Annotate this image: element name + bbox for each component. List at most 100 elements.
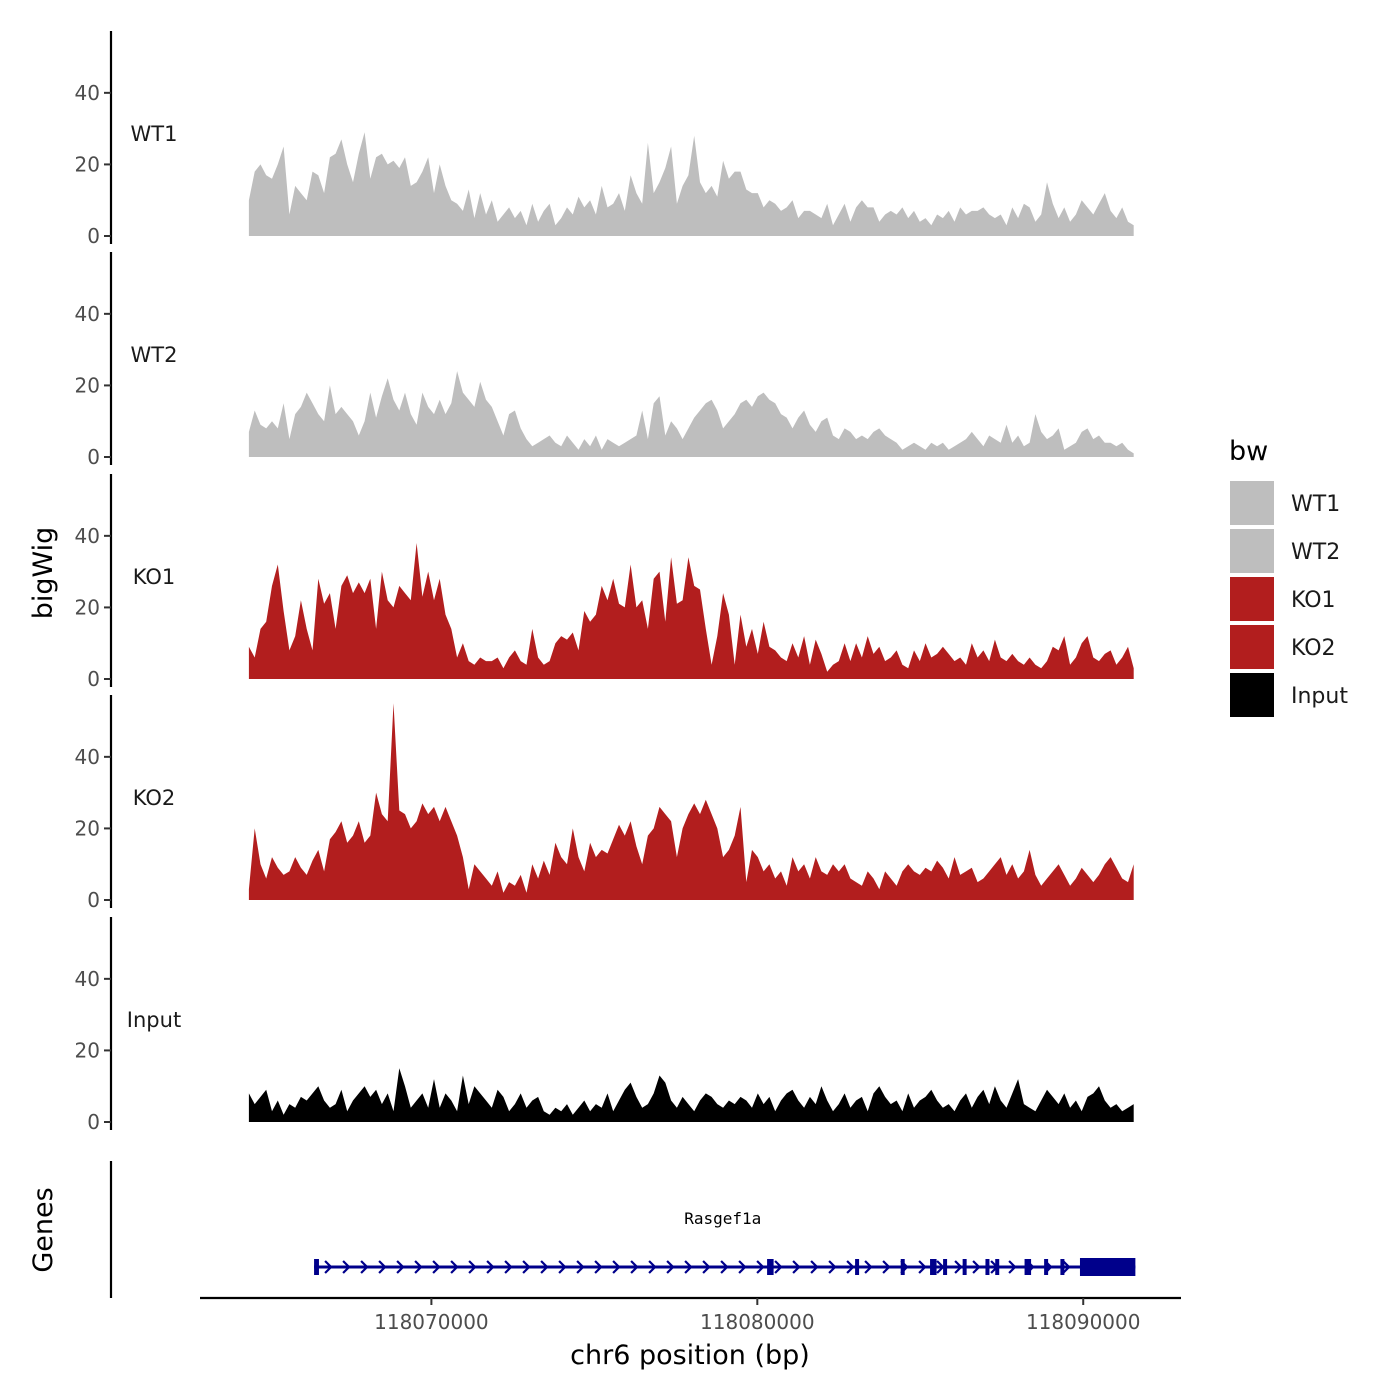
strand-arrow [594,1260,603,1274]
strand-arrow [954,1260,963,1274]
x-tick-label: 118090000 [1026,1310,1141,1334]
strand-arrow [486,1260,495,1274]
genes-axis-title: Genes [28,1187,59,1272]
signal-area [248,703,1134,900]
strand-arrow [936,1260,945,1274]
strand-arrow [882,1260,891,1274]
strand-arrow [378,1260,387,1274]
signal-area [248,1068,1134,1122]
x-tick-label: 118070000 [374,1310,489,1334]
track-label: KO1 [133,565,176,589]
strand-arrow [648,1260,657,1274]
track-label: KO2 [133,786,176,810]
y-axis-title: bigWig [28,527,59,620]
strand-arrow [1008,1260,1017,1274]
strand-arrow [810,1260,819,1274]
legend-title: bw [1229,436,1268,467]
track-label: Input [127,1008,181,1032]
strand-arrow [540,1260,549,1274]
legend-label: WT2 [1291,540,1340,565]
strand-arrow [1062,1260,1071,1274]
y-tick-label: 20 [75,152,100,176]
strand-arrow [774,1260,783,1274]
strand-arrow [324,1260,333,1274]
y-tick-label: 20 [75,816,100,840]
strand-arrow [738,1260,747,1274]
y-tick-label: 40 [75,967,100,991]
strand-arrow [468,1260,477,1274]
gene-exon [943,1259,948,1275]
y-tick-label: 0 [87,445,100,469]
gene-exon [1079,1258,1136,1276]
strand-arrow [918,1260,927,1274]
strand-arrow [612,1260,621,1274]
legend-swatch [1230,481,1274,525]
strand-arrow [846,1260,855,1274]
y-tick-label: 0 [87,667,100,691]
strand-arrow [576,1260,585,1274]
strand-arrow [558,1260,567,1274]
y-tick-label: 0 [87,888,100,912]
y-tick-label: 0 [87,1110,100,1134]
legend-swatch [1230,529,1274,573]
track-label: WT1 [131,122,178,146]
legend-swatch [1230,673,1274,717]
signal-tracks: 0 20 40 WT1 0 20 40 WT2 0 20 40 KO1 0 20 40 KO2 0 20 40 Inp… [75,31,1134,1134]
strand-arrow [504,1260,513,1274]
strand-arrow [684,1260,693,1274]
strand-arrow [702,1260,711,1274]
strand-arrow [828,1260,837,1274]
y-tick-label: 40 [75,745,100,769]
gene-exon [962,1259,967,1275]
legend-swatch [1230,625,1274,669]
strand-arrow [450,1260,459,1274]
strand-arrow [414,1260,423,1274]
gene-exon [985,1259,990,1275]
gene-exon [1060,1259,1065,1275]
y-tick-label: 0 [87,224,100,248]
track-ko2: 0 20 40 KO2 [75,695,1134,912]
gene-track: Rasgef1a [109,1161,1136,1298]
gene-exon [855,1259,860,1275]
gene-exon [1044,1259,1049,1275]
signal-area [248,132,1134,236]
legend: bw WT1 WT2 KO1 KO2 Input [1229,436,1348,717]
y-tick-label: 40 [75,524,100,548]
x-axis-title: chr6 position (bp) [570,1340,810,1371]
gene-exon [767,1259,774,1275]
legend-label: Input [1291,684,1348,709]
y-tick-label: 40 [75,81,100,105]
strand-arrow [360,1260,369,1274]
strand-arrow [342,1260,351,1274]
gene-exon [900,1259,905,1275]
strand-arrow [864,1260,873,1274]
strand-arrow [792,1260,801,1274]
y-tick-label: 20 [75,373,100,397]
signal-area [248,543,1134,679]
x-axis: 118070000 118080000 118090000 [200,1296,1181,1334]
strand-arrow [972,1260,981,1274]
gene-exon [930,1259,937,1275]
track-ko1: 0 20 40 KO1 [75,474,1134,691]
strand-arrow [630,1260,639,1274]
legend-label: WT1 [1291,492,1340,517]
track-wt2: 0 20 40 WT2 [75,252,1134,469]
x-tick-label: 118080000 [700,1310,815,1334]
legend-swatch [1230,577,1274,621]
y-tick-label: 40 [75,302,100,326]
strand-arrow [432,1260,441,1274]
strand-arrow [666,1260,675,1274]
gene-exon [314,1259,319,1275]
y-tick-label: 20 [75,595,100,619]
signal-area [248,371,1134,457]
strand-arrow [522,1260,531,1274]
y-tick-label: 20 [75,1038,100,1062]
strand-arrow [720,1260,729,1274]
strand-arrow [396,1260,405,1274]
gene-name-label: Rasgef1a [684,1209,761,1228]
track-input: 0 20 40 Input [75,917,1134,1134]
gene-exon [1024,1259,1032,1275]
legend-label: KO1 [1291,588,1336,613]
gene-exon [995,1259,1000,1275]
